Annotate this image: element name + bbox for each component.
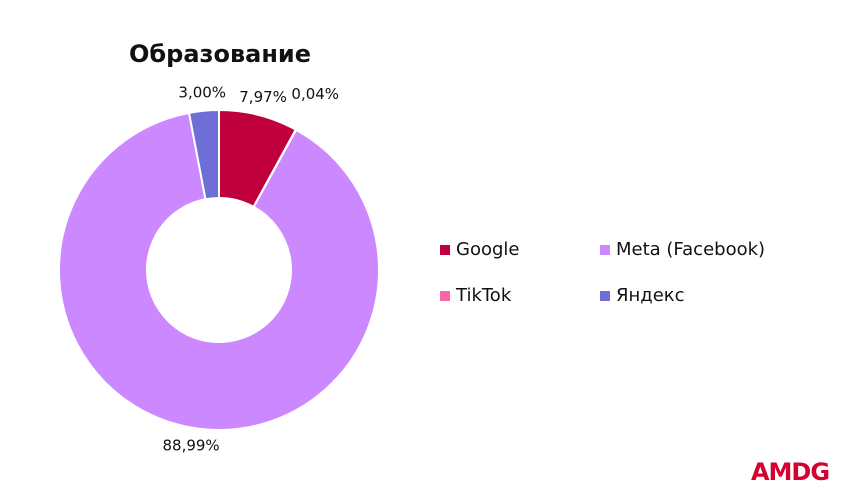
legend-label: Яндекс (616, 285, 685, 306)
logo: AMDG (751, 458, 829, 486)
legend-label: Google (456, 239, 519, 260)
legend-swatch (600, 291, 610, 301)
legend-label: TikTok (455, 285, 512, 306)
slice (187, 108, 220, 201)
data-label: 0,04% (291, 85, 339, 103)
data-label: 88,99% (162, 436, 219, 454)
legend-label: Meta (Facebook) (616, 239, 765, 260)
legend-swatch (600, 245, 610, 255)
slice (58, 111, 380, 431)
data-label: 3,00% (178, 83, 226, 101)
legend-swatch (440, 291, 450, 301)
data-label: 7,97% (239, 88, 287, 106)
chart-title: Образование (129, 40, 311, 68)
legend-swatch (440, 245, 450, 255)
